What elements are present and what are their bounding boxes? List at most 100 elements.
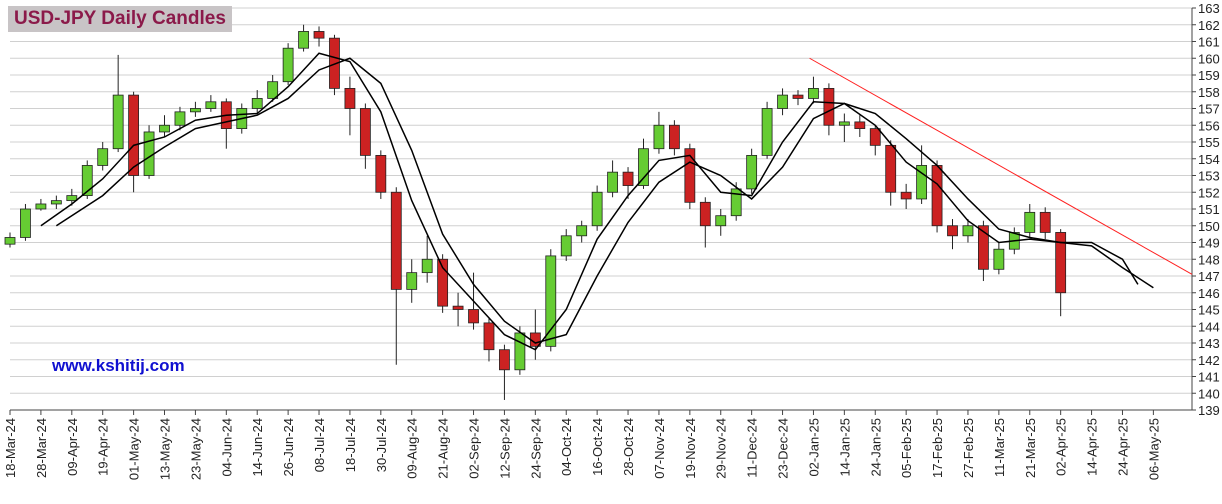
y-tick-label: 147 xyxy=(1198,269,1220,284)
x-tick-label: 23-May-24 xyxy=(188,418,203,480)
x-tick-label: 24-Jan-25 xyxy=(868,418,883,477)
candle-body xyxy=(50,200,62,205)
candle-body xyxy=(66,195,78,202)
candle-body xyxy=(962,225,974,237)
x-tick-label: 11-Dec-24 xyxy=(745,418,760,478)
y-tick-label: 163 xyxy=(1198,1,1220,16)
x-tick-label: 08-Jul-24 xyxy=(312,418,327,472)
x-tick-label: 24-Sep-24 xyxy=(528,418,543,479)
candle-body xyxy=(761,108,773,156)
x-tick-label: 05-Feb-25 xyxy=(899,418,914,478)
candle-body xyxy=(421,258,433,274)
y-tick-label: 156 xyxy=(1198,118,1220,133)
candle-body xyxy=(1055,232,1067,294)
candle-body xyxy=(282,47,294,83)
candle-body xyxy=(622,171,634,186)
candle-body xyxy=(668,124,680,150)
x-tick-label: 18-Mar-24 xyxy=(3,418,18,478)
x-tick-label: 23-Dec-24 xyxy=(776,418,791,479)
candle-body xyxy=(607,171,618,193)
y-tick-label: 146 xyxy=(1198,286,1220,301)
y-tick-label: 160 xyxy=(1198,51,1220,66)
candle-body xyxy=(112,94,124,150)
watermark: www.kshitij.com xyxy=(52,356,185,375)
candle-body xyxy=(190,108,201,113)
candle-body xyxy=(715,215,727,227)
x-tick-label: 09-Apr-24 xyxy=(65,418,80,476)
candle-body xyxy=(699,201,711,227)
y-tick-label: 158 xyxy=(1198,85,1220,100)
x-tick-label: 01-May-24 xyxy=(127,418,142,480)
y-tick-label: 157 xyxy=(1198,102,1220,117)
x-tick-label: 09-Aug-24 xyxy=(405,418,420,479)
candle-body xyxy=(174,111,186,126)
x-tick-label: 30-Jul-24 xyxy=(374,418,389,472)
candle-body xyxy=(869,128,881,146)
candle-body xyxy=(514,332,526,371)
candle-body xyxy=(35,203,47,210)
moving-average xyxy=(55,57,1154,344)
x-tick-label: 16-Oct-24 xyxy=(590,418,605,476)
candle-body xyxy=(978,225,989,270)
x-tick-label: 11-Mar-25 xyxy=(992,418,1007,477)
x-tick-label: 17-Feb-25 xyxy=(930,418,945,478)
candle-body xyxy=(792,94,804,99)
candle-body xyxy=(4,237,16,245)
candle-body xyxy=(808,88,819,99)
candle-body xyxy=(298,31,309,49)
candle-body xyxy=(390,191,402,290)
x-tick-label: 14-Jan-25 xyxy=(837,418,852,477)
x-tick-label: 21-Aug-24 xyxy=(436,418,451,479)
x-tick-label: 24-Apr-25 xyxy=(1115,418,1130,476)
x-tick-label: 13-May-24 xyxy=(158,418,173,480)
candle-body xyxy=(359,108,371,156)
y-tick-label: 142 xyxy=(1198,353,1220,368)
y-tick-label: 152 xyxy=(1198,185,1220,200)
y-tick-label: 159 xyxy=(1198,68,1220,83)
x-tick-label: 18-Jul-24 xyxy=(343,418,358,472)
y-tick-label: 150 xyxy=(1198,219,1220,234)
y-tick-label: 144 xyxy=(1198,319,1220,334)
x-tick-label: 02-Apr-25 xyxy=(1054,418,1069,476)
x-tick-label: 02-Jan-25 xyxy=(806,418,821,477)
candle-body xyxy=(931,165,943,227)
candle-body xyxy=(576,225,588,237)
chart-title: USD-JPY Daily Candles xyxy=(8,6,232,32)
candle-body xyxy=(406,272,418,290)
x-tick-label: 04-Oct-24 xyxy=(559,418,574,476)
candle-body xyxy=(437,258,449,307)
candle-body xyxy=(854,121,866,130)
candle-body xyxy=(947,225,958,237)
candle-body xyxy=(591,191,603,227)
candle-body xyxy=(746,154,758,190)
x-tick-label: 02-Sep-24 xyxy=(467,418,482,479)
y-tick-label: 155 xyxy=(1198,135,1220,150)
y-tick-label: 153 xyxy=(1198,169,1220,184)
x-tick-label: 04-Jun-24 xyxy=(219,418,234,477)
y-tick-label: 161 xyxy=(1198,35,1220,50)
candle-body xyxy=(993,248,1005,270)
y-tick-label: 151 xyxy=(1198,202,1220,217)
x-tick-label: 14-Apr-25 xyxy=(1085,418,1100,476)
x-tick-label: 28-Oct-24 xyxy=(621,418,636,476)
candle-body xyxy=(838,121,850,126)
candle-body xyxy=(313,31,325,39)
y-tick-label: 145 xyxy=(1198,303,1220,318)
candle-body xyxy=(483,322,495,351)
x-tick-label: 12-Sep-24 xyxy=(497,418,512,479)
trend-line xyxy=(809,57,1193,275)
candle-body xyxy=(143,131,155,176)
x-tick-label: 27-Feb-25 xyxy=(961,418,976,478)
x-tick-label: 26-Jun-24 xyxy=(281,418,296,477)
candle-body xyxy=(97,148,109,166)
y-tick-label: 140 xyxy=(1198,386,1220,401)
x-tick-label: 19-Nov-24 xyxy=(683,418,698,479)
candle-body xyxy=(81,165,93,196)
candle-body xyxy=(916,165,928,200)
candle-body xyxy=(1039,211,1051,233)
candle-body xyxy=(344,88,356,109)
x-tick-label: 14-Jun-24 xyxy=(250,418,265,477)
candle-body xyxy=(375,154,387,193)
x-tick-label: 19-Apr-24 xyxy=(96,418,111,476)
candle-body xyxy=(653,124,665,150)
